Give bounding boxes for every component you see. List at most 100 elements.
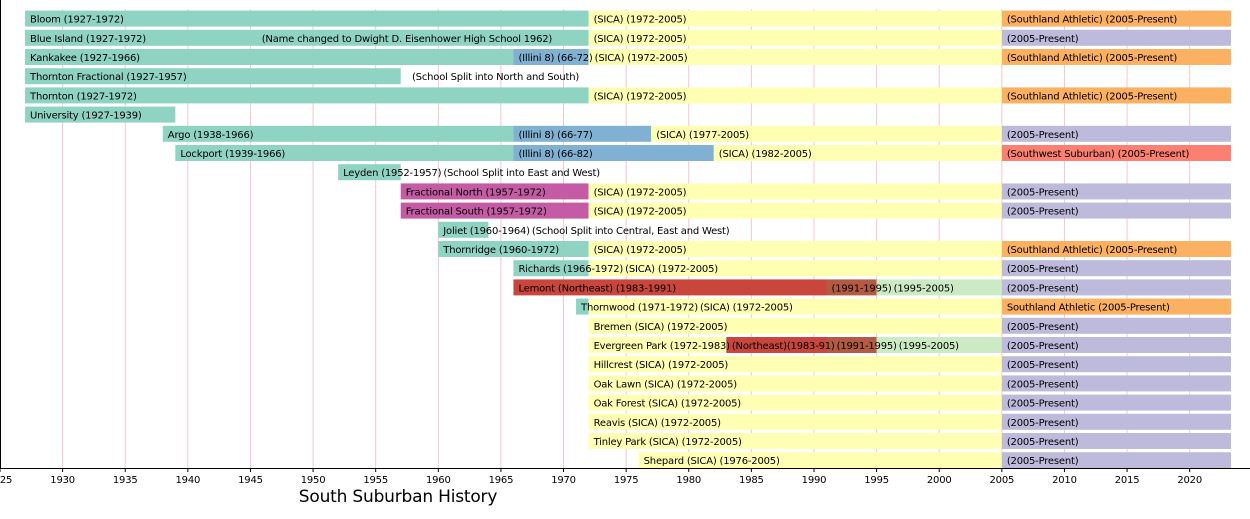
bar-label: (1991-1995): [832, 283, 892, 294]
timeline-bar: [713, 145, 1002, 161]
timeline-bar: [1001, 317, 1231, 334]
x-tick-label: 2005: [990, 475, 1015, 486]
grid: [0, 9, 1191, 468]
bar-label: (1995-2005): [894, 283, 954, 294]
timeline-bar: [1001, 125, 1231, 142]
bar-label: Southland Athletic (2005-Present): [1007, 303, 1170, 314]
timeline-bar: [588, 337, 727, 353]
x-tick-label: 2010: [1052, 475, 1077, 486]
timeline-bar: [400, 183, 589, 200]
x-tick-label: 1945: [238, 475, 263, 486]
timeline-bar: [1001, 29, 1231, 46]
bar-label: Thornton (1927-1972): [29, 91, 137, 102]
bar-label: (2005-Present): [1007, 456, 1079, 467]
bar-label: University (1927-1939): [30, 111, 142, 122]
x-tick-label: 2000: [927, 475, 952, 486]
x-tick-label: 1990: [802, 475, 827, 486]
timeline-bar: [588, 317, 1002, 334]
timeline-bar: [726, 337, 827, 353]
timeline-bar: [1001, 183, 1231, 200]
bar-label: Bloom (1927-1972): [30, 15, 124, 26]
bar-label: Hillcrest (SICA) (1972-2005): [594, 360, 729, 371]
timeline-bar: [588, 394, 1002, 411]
bar-label: Thornwood (1971-1972): [580, 303, 698, 314]
timeline-bar: [513, 125, 652, 142]
timeline-bar: [876, 279, 1002, 296]
bar-label: (Illini 8) (66-72): [518, 53, 592, 64]
timeline-bar: [438, 221, 489, 238]
timeline-bar: [876, 337, 1002, 353]
x-tick-label: 1970: [551, 475, 576, 486]
timeline-bar: [651, 125, 1002, 142]
x-tick-label: 2015: [1115, 475, 1140, 486]
bar-label: (2005-Present): [1007, 322, 1079, 333]
bar-label: (Southland Athletic) (2005-Present): [1007, 15, 1178, 26]
timeline-bar: [576, 298, 589, 315]
timeline-bar: [1001, 413, 1231, 430]
bar-label: (1995-2005): [899, 341, 959, 352]
timeline-bar: [25, 49, 514, 65]
timeline-bar: [513, 145, 714, 161]
bar-label: (2005-Present): [1007, 341, 1079, 352]
x-tick-label: 1950: [301, 475, 326, 486]
timeline-bar: [1001, 337, 1231, 353]
timeline-bar: [25, 87, 589, 104]
axis: 25 1930 1935 1940 1945 1950 1955 1960 1965 1970 19…: [0, 0, 1250, 486]
bar-label: (SICA) (1972-2005): [594, 91, 687, 102]
timeline-bar: [588, 413, 1002, 430]
note-label: (School Split into East and West): [443, 168, 600, 179]
timeline-bar: [588, 375, 1002, 392]
timeline-bar: [588, 356, 1002, 373]
timeline-bar: [1001, 279, 1231, 296]
note-label: (Name changed to Dwight D. Eisenhower Hi…: [262, 34, 553, 45]
x-tick-label: 1995: [864, 475, 889, 486]
timeline-bar: [1001, 202, 1231, 219]
timeline-bar: [25, 10, 589, 27]
timeline-bar: [162, 125, 514, 142]
bar-label: (SICA) (1977-2005): [656, 130, 749, 141]
timeline-bar: [1001, 452, 1231, 469]
bar-label: (2005-Present): [1007, 34, 1079, 45]
bar-label: (2005-Present): [1007, 418, 1079, 429]
bar-label: Evergreen Park (1972-1983): [594, 341, 731, 352]
bar-label: (SICA) (1972-2005): [625, 264, 718, 275]
bar-label: (2005-Present): [1007, 187, 1079, 198]
bars: Bloom (1927-1972) (SICA) (1972-2005) (Sout…: [25, 10, 1231, 469]
timeline-bar: [588, 87, 1002, 104]
x-tick-label: 1940: [176, 475, 201, 486]
bar-label: Oak Lawn (SICA) (1972-2005): [594, 379, 738, 390]
bar-label: Lockport (1939-1966): [180, 149, 285, 160]
timeline-bar: [25, 106, 176, 123]
timeline-bar: [1001, 433, 1231, 449]
bar-label: (SICA) (1972-2005): [700, 303, 793, 314]
bar-label: Shepard (SICA) (1976-2005): [644, 456, 780, 467]
timeline-bar: [25, 68, 401, 85]
timeline-bar: [1001, 87, 1231, 104]
bar-label: Oak Forest (SICA) (1972-2005): [594, 399, 742, 410]
bar-label: Leyden (1952-1957): [343, 168, 441, 179]
timeline-bar: [513, 279, 827, 296]
timeline-bar: [588, 241, 1002, 257]
bar-label: (2005-Present): [1007, 264, 1079, 275]
bar-label: (2005-Present): [1007, 283, 1079, 294]
bar-label: Tinley Park (SICA) (1972-2005): [593, 437, 742, 448]
x-tick-label: 1930: [50, 475, 75, 486]
timeline-bar: [1001, 241, 1231, 257]
bar-label: (2005-Present): [1007, 360, 1079, 371]
timeline-bar: [588, 183, 1002, 200]
bar-label: (SICA) (1972-2005): [595, 53, 688, 64]
x-tick-label: 1985: [739, 475, 764, 486]
x-tick-label: 1975: [614, 475, 639, 486]
timeline-bar: [175, 145, 514, 161]
bar-label: (SICA) (1982-2005): [719, 149, 812, 160]
bar-label: Fractional South (1957-1972): [406, 207, 547, 218]
timeline-bar: [588, 433, 1002, 449]
bar-label: (Illini 8) (66-77): [518, 130, 592, 141]
x-tick-label: 1935: [113, 475, 138, 486]
x-tick-label: 1960: [426, 475, 451, 486]
bar-label: Kankakee (1927-1966): [30, 53, 140, 64]
bar-label: Richards (1966-1972): [518, 264, 623, 275]
bar-label: (Northeast)(1983-91): [732, 341, 835, 352]
timeline-bar: [1001, 10, 1231, 27]
